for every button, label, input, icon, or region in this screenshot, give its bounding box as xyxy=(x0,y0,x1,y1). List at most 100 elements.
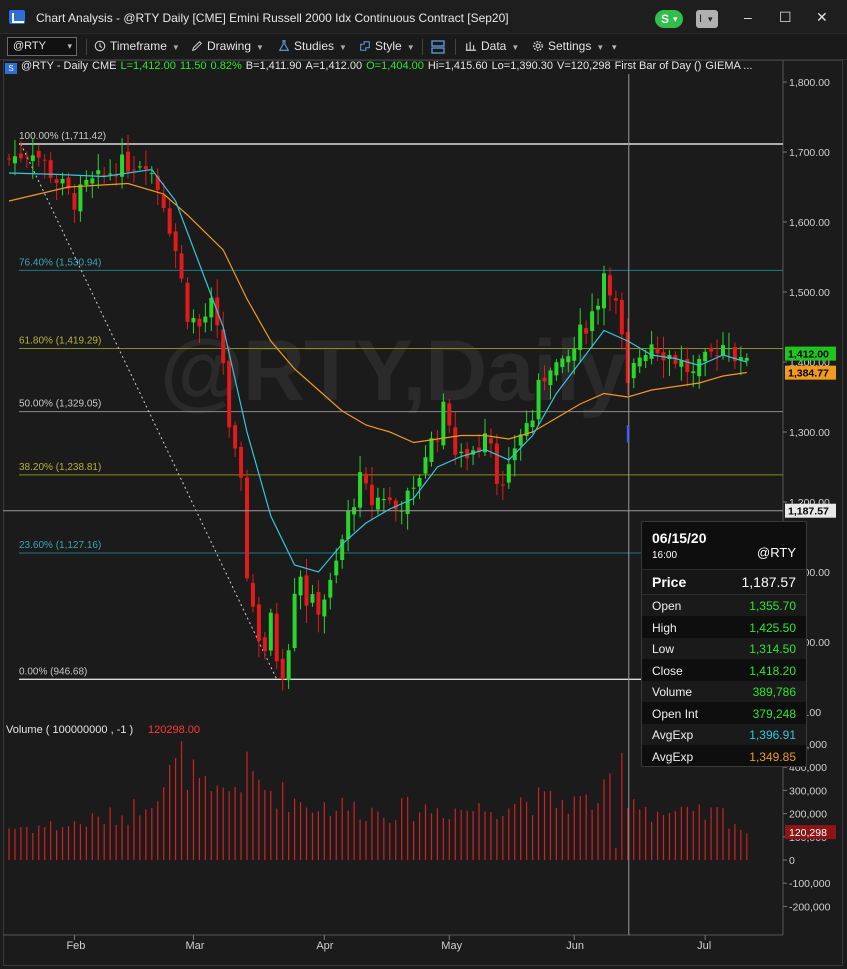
maximize-icon[interactable]: ☐ xyxy=(779,9,792,25)
candle-body[interactable] xyxy=(66,177,71,189)
timeframe-menu[interactable]: Timeframe ▼ xyxy=(93,39,180,53)
candle-body[interactable] xyxy=(649,344,654,359)
candle-body[interactable] xyxy=(280,658,285,680)
candle-body[interactable] xyxy=(346,510,351,540)
symbol-input[interactable]: @RTY xyxy=(7,37,77,56)
candle-body[interactable] xyxy=(102,174,107,176)
close-icon[interactable]: ✕ xyxy=(816,9,828,25)
candle-body[interactable] xyxy=(364,473,368,484)
candle-body[interactable] xyxy=(447,403,452,426)
candle-body[interactable] xyxy=(233,425,238,449)
candle-body[interactable] xyxy=(322,599,327,617)
ema-fast-line[interactable] xyxy=(8,168,747,573)
candle-body[interactable] xyxy=(631,362,636,379)
candle-body[interactable] xyxy=(459,451,464,454)
candle-body[interactable] xyxy=(709,347,714,352)
candle-body[interactable] xyxy=(429,438,434,462)
candle-body[interactable] xyxy=(239,446,244,478)
candle-body[interactable] xyxy=(554,362,559,376)
candle-body[interactable] xyxy=(340,539,345,560)
candle-body[interactable] xyxy=(149,173,154,175)
candle-body[interactable] xyxy=(304,575,309,606)
candle-body[interactable] xyxy=(643,355,648,362)
candle-body[interactable] xyxy=(453,427,458,455)
candle-body[interactable] xyxy=(542,377,547,382)
candle-body[interactable] xyxy=(726,348,731,350)
candle-body[interactable] xyxy=(465,449,470,459)
candle-body[interactable] xyxy=(721,345,725,356)
candle-body[interactable] xyxy=(203,316,208,323)
candle-body[interactable] xyxy=(744,357,749,361)
candle-body[interactable] xyxy=(691,371,696,374)
candle-body[interactable] xyxy=(137,166,142,168)
candle-body[interactable] xyxy=(536,379,541,420)
ema-slow-line[interactable] xyxy=(8,182,747,444)
candle-body[interactable] xyxy=(387,497,392,501)
candle-body[interactable] xyxy=(292,593,297,649)
layout-button[interactable] xyxy=(430,39,449,56)
candle-body[interactable] xyxy=(655,348,660,354)
candle-body[interactable] xyxy=(262,637,267,652)
candle-body[interactable] xyxy=(590,311,595,332)
candle-body[interactable] xyxy=(548,370,553,386)
candle-body[interactable] xyxy=(334,560,339,576)
candle-body[interactable] xyxy=(120,154,125,177)
minimize-icon[interactable]: – xyxy=(744,9,752,25)
candle-body[interactable] xyxy=(524,423,529,436)
candle-body[interactable] xyxy=(286,650,291,681)
candle-body[interactable] xyxy=(578,324,583,351)
candle-body[interactable] xyxy=(250,582,255,607)
candle-body[interactable] xyxy=(221,329,226,364)
drawing-menu[interactable]: Drawing ▼ xyxy=(190,39,264,53)
candle-body[interactable] xyxy=(625,331,630,383)
toolbar-overflow-icon[interactable]: ▾ xyxy=(612,42,617,52)
candle-body[interactable] xyxy=(155,175,160,191)
candle-body[interactable] xyxy=(30,155,35,162)
candle-body[interactable] xyxy=(12,156,17,164)
candle-body[interactable] xyxy=(483,433,487,453)
candle-body[interactable] xyxy=(7,158,11,160)
candle-body[interactable] xyxy=(679,360,684,367)
candle-body[interactable] xyxy=(143,166,148,170)
candle-body[interactable] xyxy=(506,464,511,483)
candle-body[interactable] xyxy=(245,477,249,579)
candle-body[interactable] xyxy=(703,351,708,362)
data-menu[interactable]: Data ▼ xyxy=(464,39,519,53)
candle-body[interactable] xyxy=(566,356,571,363)
candle-body[interactable] xyxy=(36,150,41,158)
candle-body[interactable] xyxy=(167,208,172,234)
candle-body[interactable] xyxy=(179,253,184,279)
candle-body[interactable] xyxy=(405,490,410,514)
data-window[interactable]: 06/15/20 16:00 @RTY Price 1,187.57 Open 1… xyxy=(641,521,807,767)
candle-body[interactable] xyxy=(126,151,130,172)
candle-body[interactable] xyxy=(173,231,178,252)
status-s-button[interactable]: S xyxy=(655,10,683,28)
candle-body[interactable] xyxy=(256,604,261,641)
candle-body[interactable] xyxy=(328,579,333,598)
candle-body[interactable] xyxy=(619,299,624,335)
candle-body[interactable] xyxy=(191,317,196,323)
candle-body[interactable] xyxy=(637,357,642,367)
settings-menu[interactable]: Settings ▼ xyxy=(531,39,604,53)
candle-body[interactable] xyxy=(268,612,273,651)
candle-body[interactable] xyxy=(84,179,89,185)
candle-body[interactable] xyxy=(185,282,190,322)
candle-body[interactable] xyxy=(602,273,606,309)
candle-body[interactable] xyxy=(90,178,95,184)
candle-body[interactable] xyxy=(673,355,678,364)
candle-body[interactable] xyxy=(197,318,202,327)
candle-body[interactable] xyxy=(274,613,279,662)
candle-body[interactable] xyxy=(441,401,446,446)
candle-body[interactable] xyxy=(732,346,737,362)
candle-body[interactable] xyxy=(78,184,83,212)
candle-body[interactable] xyxy=(54,179,59,184)
candle-body[interactable] xyxy=(518,434,523,446)
candle-body[interactable] xyxy=(560,358,565,368)
candle-body[interactable] xyxy=(381,499,386,501)
candle-body[interactable] xyxy=(572,348,577,361)
candle-body[interactable] xyxy=(108,173,113,175)
candle-body[interactable] xyxy=(96,170,101,175)
candle-body[interactable] xyxy=(530,420,535,428)
candle-body[interactable] xyxy=(316,591,321,615)
